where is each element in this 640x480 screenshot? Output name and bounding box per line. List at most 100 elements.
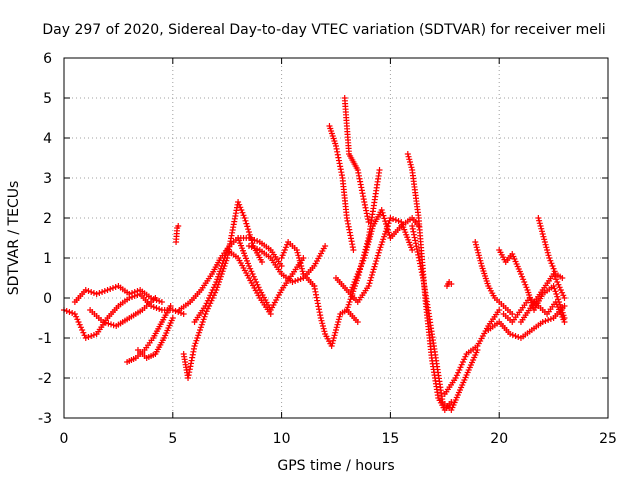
data-point — [334, 321, 341, 328]
data-point — [358, 260, 365, 267]
data-point — [551, 268, 558, 275]
series-track-w — [485, 303, 568, 341]
data-point — [221, 255, 228, 261]
data-point — [220, 257, 227, 264]
data-point — [317, 315, 324, 321]
data-point — [547, 257, 554, 264]
data-point — [79, 327, 86, 333]
data-point — [348, 293, 355, 300]
x-tick-label: 5 — [168, 431, 177, 447]
data-point — [539, 319, 546, 325]
y-tick-label: -1 — [38, 331, 52, 347]
data-point — [540, 233, 547, 240]
data-point — [355, 272, 362, 279]
data-point — [350, 247, 357, 253]
data-point — [66, 309, 73, 315]
data-point — [472, 239, 479, 245]
data-point — [455, 369, 462, 376]
data-point — [545, 317, 552, 323]
data-point — [88, 333, 95, 339]
data-point — [333, 324, 340, 331]
data-point — [217, 265, 224, 272]
data-point — [222, 252, 229, 259]
data-point — [477, 257, 484, 264]
data-point — [545, 252, 552, 259]
data-marks — [61, 95, 568, 413]
data-point — [556, 284, 563, 291]
data-point — [351, 285, 358, 292]
data-point — [248, 244, 255, 250]
series-outlier — [173, 223, 182, 245]
data-point — [249, 240, 256, 247]
data-point — [551, 273, 558, 280]
data-point — [374, 255, 381, 262]
data-point — [462, 353, 469, 360]
data-point — [372, 260, 379, 267]
data-point — [215, 273, 222, 280]
data-point — [329, 340, 336, 347]
data-point — [278, 255, 285, 261]
data-point — [519, 273, 526, 280]
data-point — [85, 334, 92, 340]
data-point — [411, 234, 418, 241]
data-point — [85, 288, 92, 294]
data-point — [204, 297, 211, 304]
data-point — [380, 212, 387, 219]
data-point — [237, 204, 244, 211]
data-point — [553, 276, 560, 283]
data-point — [244, 223, 251, 230]
data-point — [333, 327, 339, 333]
data-point — [150, 304, 157, 310]
data-point — [245, 226, 252, 233]
data-point — [319, 320, 326, 327]
series-track-t — [443, 279, 455, 289]
data-point — [216, 271, 223, 277]
data-point — [378, 241, 385, 248]
data-point — [409, 247, 416, 253]
data-point — [452, 375, 459, 381]
data-point — [196, 329, 203, 336]
series-track-z — [535, 215, 566, 281]
data-point — [541, 239, 548, 245]
data-point — [249, 271, 256, 277]
data-point — [548, 260, 555, 267]
data-point — [416, 257, 423, 264]
data-point — [379, 239, 386, 245]
data-point — [238, 207, 245, 213]
data-point — [375, 249, 382, 256]
data-point — [561, 303, 568, 309]
y-tick-label: 6 — [43, 51, 52, 67]
data-point — [413, 243, 420, 250]
series-track-n — [341, 95, 372, 225]
data-point — [373, 258, 380, 265]
data-point — [472, 241, 479, 248]
data-point — [330, 335, 337, 341]
y-tick-label: 5 — [43, 91, 52, 107]
data-point — [544, 249, 551, 256]
data-point — [213, 279, 220, 285]
data-point — [322, 243, 329, 249]
data-point — [126, 291, 133, 297]
data-point — [376, 167, 383, 173]
data-point — [344, 304, 351, 311]
data-point — [153, 305, 160, 311]
data-point — [320, 325, 327, 332]
data-point — [156, 298, 163, 304]
data-point — [412, 240, 419, 247]
data-point — [509, 332, 516, 338]
data-point — [561, 295, 568, 301]
data-point — [223, 249, 230, 256]
x-tick-label: 15 — [381, 431, 399, 447]
data-point — [374, 252, 381, 259]
data-point — [292, 278, 299, 284]
data-point — [457, 364, 464, 371]
series-track-c — [87, 295, 159, 329]
data-point — [295, 252, 302, 259]
data-point — [360, 252, 367, 259]
data-point — [559, 275, 566, 281]
data-point — [202, 311, 209, 317]
data-point — [293, 247, 300, 253]
data-point — [319, 323, 326, 329]
data-point — [248, 236, 255, 242]
data-point — [191, 343, 198, 349]
